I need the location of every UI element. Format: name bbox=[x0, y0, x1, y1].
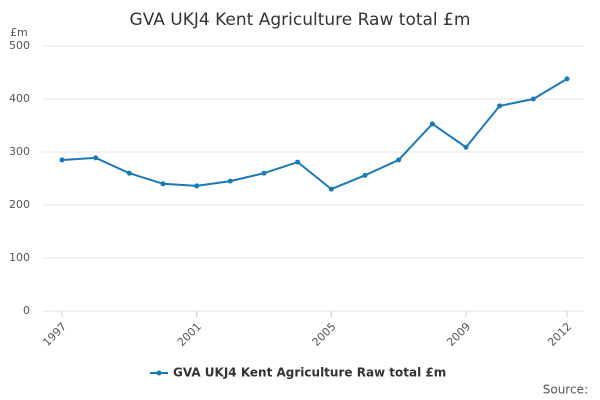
point bbox=[497, 103, 503, 109]
point bbox=[362, 172, 368, 178]
point bbox=[194, 183, 200, 189]
y-unit: £m bbox=[10, 26, 28, 39]
legend-marker bbox=[156, 370, 162, 376]
y-tick-label: 300 bbox=[9, 145, 30, 158]
y-tick-label: 400 bbox=[9, 92, 30, 105]
point bbox=[328, 186, 334, 192]
point bbox=[59, 157, 65, 163]
x-tick-label: 2001 bbox=[175, 320, 204, 349]
source: Source: bbox=[543, 383, 588, 397]
y-tick-label: 500 bbox=[9, 39, 30, 52]
point bbox=[564, 76, 570, 82]
point bbox=[126, 170, 132, 176]
point bbox=[261, 170, 267, 176]
point bbox=[429, 121, 435, 127]
point bbox=[160, 181, 166, 187]
point bbox=[295, 159, 301, 165]
x-tick-label: 2012 bbox=[545, 320, 574, 349]
chart-title: GVA UKJ4 Kent Agriculture Raw total £m bbox=[130, 10, 471, 30]
point bbox=[227, 178, 233, 184]
x-tick-label: 2005 bbox=[310, 320, 339, 349]
point bbox=[463, 144, 469, 150]
y-tick-label: 200 bbox=[9, 198, 30, 211]
legend-label: GVA UKJ4 Kent Agriculture Raw total £m bbox=[173, 366, 446, 380]
x-tick-label: 2009 bbox=[444, 320, 473, 349]
point bbox=[93, 155, 99, 161]
line bbox=[61, 78, 568, 191]
point bbox=[530, 96, 536, 102]
point bbox=[396, 157, 402, 163]
y-tick-label: 0 bbox=[23, 304, 30, 317]
x-tick-label: 1997 bbox=[40, 320, 69, 349]
y-tick-label: 100 bbox=[9, 251, 30, 264]
